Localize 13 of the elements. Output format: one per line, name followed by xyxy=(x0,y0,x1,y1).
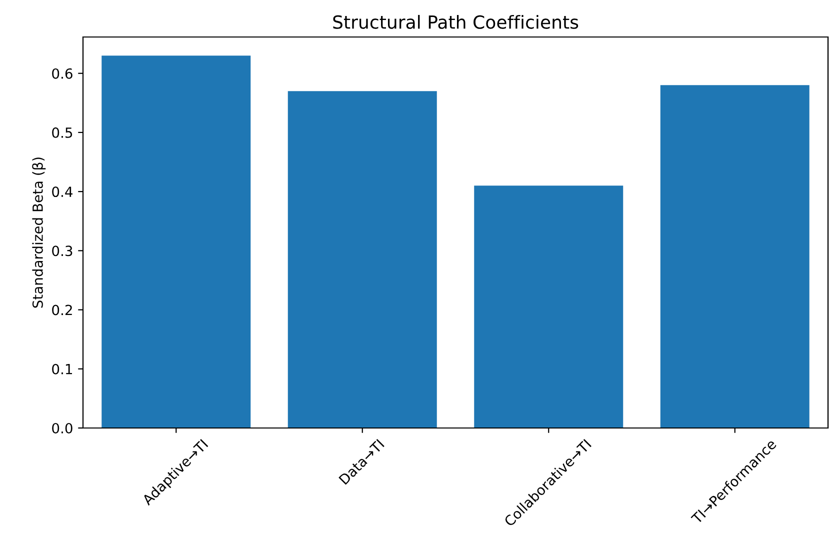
chart-title: Structural Path Coefficients xyxy=(333,14,578,29)
y-axis-title: Standardized Beta (β) xyxy=(32,158,46,308)
bar xyxy=(102,56,251,428)
bar xyxy=(474,186,624,428)
y-tick-label: 0.0 xyxy=(52,422,72,434)
y-tick-label: 0.6 xyxy=(52,68,72,79)
bar xyxy=(288,91,437,428)
y-tick-label: 0.4 xyxy=(52,186,72,198)
y-tick-label: 0.3 xyxy=(52,246,72,256)
y-tick-label: 0.5 xyxy=(52,127,72,138)
y-tick-label: 0.2 xyxy=(52,304,72,316)
y-tick-label: 0.1 xyxy=(52,364,72,374)
bar xyxy=(660,85,810,428)
